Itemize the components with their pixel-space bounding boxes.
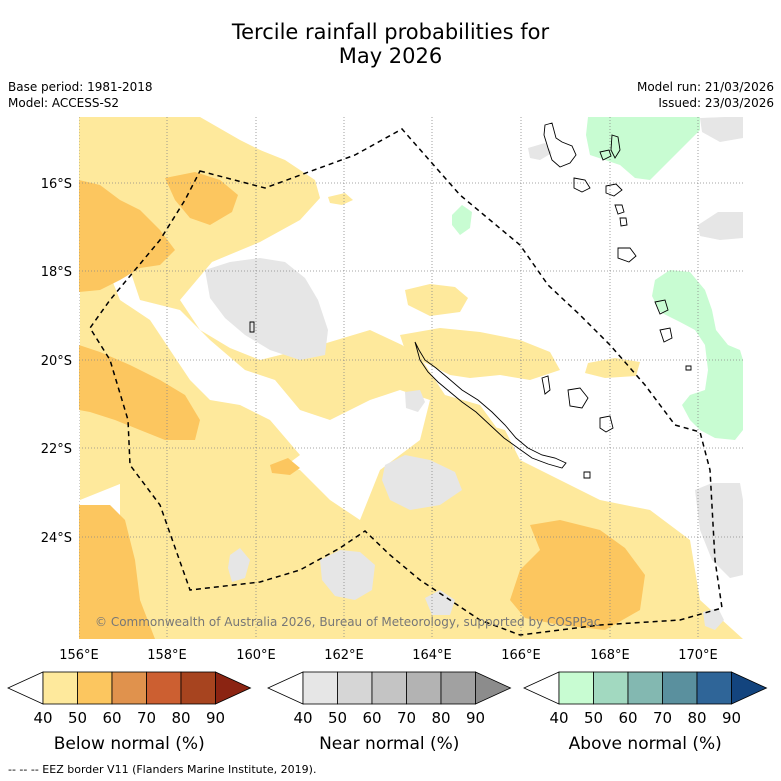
title-line-2: May 2026: [338, 44, 443, 68]
legend-extend-high: [215, 671, 252, 705]
below-normal-60-regions: [79, 172, 645, 639]
legend-tick-label: 40: [293, 709, 312, 727]
lon-label-168e: 168°E: [590, 648, 630, 663]
lon-label-162e: 162°E: [324, 648, 364, 663]
coastlines: [249, 122, 692, 479]
lat-label-24s: 24°S: [41, 531, 72, 546]
model-name: Model: ACCESS-S2: [8, 96, 120, 110]
above-normal-50-regions: [452, 117, 743, 440]
lat-label-20s: 20°S: [41, 354, 72, 369]
legend-extend-high: [731, 671, 768, 705]
new-caledonia-outline: [414, 341, 567, 469]
issued-date: Issued: 23/03/2026: [658, 96, 774, 110]
legend-segment: [337, 671, 373, 705]
lon-label-170e: 170°E: [678, 648, 718, 663]
lon-label-158e: 158°E: [147, 648, 187, 663]
legend-tick-label: 50: [584, 709, 603, 727]
legend-tick-label: 60: [362, 709, 381, 727]
legend-tick-label: 70: [653, 709, 672, 727]
legend-segment: [146, 671, 182, 705]
mare-outline: [599, 415, 614, 433]
footer-note: -- -- -- EEZ border V11 (Flanders Marine…: [8, 763, 317, 776]
lon-label-166e: 166°E: [501, 648, 541, 663]
map-area: © Commonwealth of Australia 2026, Bureau…: [79, 117, 743, 639]
copyright-text: © Commonwealth of Australia 2026, Bureau…: [95, 615, 600, 629]
legend-tick-label: 90: [466, 709, 485, 727]
legend-segment: [302, 671, 338, 705]
legend-segment: [696, 671, 732, 705]
legend-title: Above normal (%): [569, 734, 722, 754]
efate-outline: [605, 183, 623, 197]
legend-tick-label: 80: [171, 709, 190, 727]
base-period: Base period: 1981-2018: [8, 80, 153, 94]
espiritu-santo-outline: [543, 122, 577, 168]
tanna-outline: [617, 247, 637, 263]
legend-segment: [77, 671, 113, 705]
legend-extend-low: [267, 671, 304, 705]
eez-border: [89, 128, 723, 636]
legend-tick-label: 70: [397, 709, 416, 727]
lon-label-164e: 164°E: [412, 648, 452, 663]
legend-tick-label: 90: [722, 709, 741, 727]
legend-extend-low: [7, 671, 44, 705]
legend-segment: [180, 671, 216, 705]
title-line-1: Tercile rainfall probabilities for: [231, 20, 550, 44]
legend-segment: [42, 671, 78, 705]
maewo-outline: [610, 134, 621, 159]
legend-title: Below normal (%): [54, 734, 205, 754]
legend-extend-low: [523, 671, 560, 705]
legend-tick-label: 50: [68, 709, 87, 727]
legend-segment: [406, 671, 442, 705]
legend-segment: [111, 671, 147, 705]
legend-tick-label: 50: [328, 709, 347, 727]
legend-tick-label: 80: [431, 709, 450, 727]
lat-label-16s: 16°S: [41, 177, 72, 192]
legend-segment: [440, 671, 476, 705]
legend-title: Near normal (%): [319, 734, 459, 754]
legend-tick-label: 60: [102, 709, 121, 727]
legend-tick-label: 40: [549, 709, 568, 727]
model-run: Model run: 21/03/2026: [636, 80, 774, 94]
legend-tick-label: 40: [33, 709, 52, 727]
lon-label-160e: 160°E: [236, 648, 276, 663]
legend-extend-high: [475, 671, 512, 705]
legend-near-normal: 40 50 60 70 80 90 Near normal (%): [267, 671, 512, 754]
legend-segment: [627, 671, 663, 705]
lat-label-18s: 18°S: [41, 265, 72, 280]
grid-lines: [79, 117, 743, 639]
legend-tick-label: 80: [687, 709, 706, 727]
lon-label-156e: 156°E: [59, 648, 99, 663]
legend-segment: [558, 671, 594, 705]
legend-tick-label: 90: [206, 709, 225, 727]
lifou-outline: [567, 387, 589, 409]
lat-label-22s: 22°S: [41, 442, 72, 457]
legend-tick-label: 60: [618, 709, 637, 727]
legend-segment: [371, 671, 407, 705]
legend-segment: [662, 671, 698, 705]
legend-segment: [593, 671, 629, 705]
legend-tick-label: 70: [137, 709, 156, 727]
malakula-outline: [573, 177, 591, 193]
